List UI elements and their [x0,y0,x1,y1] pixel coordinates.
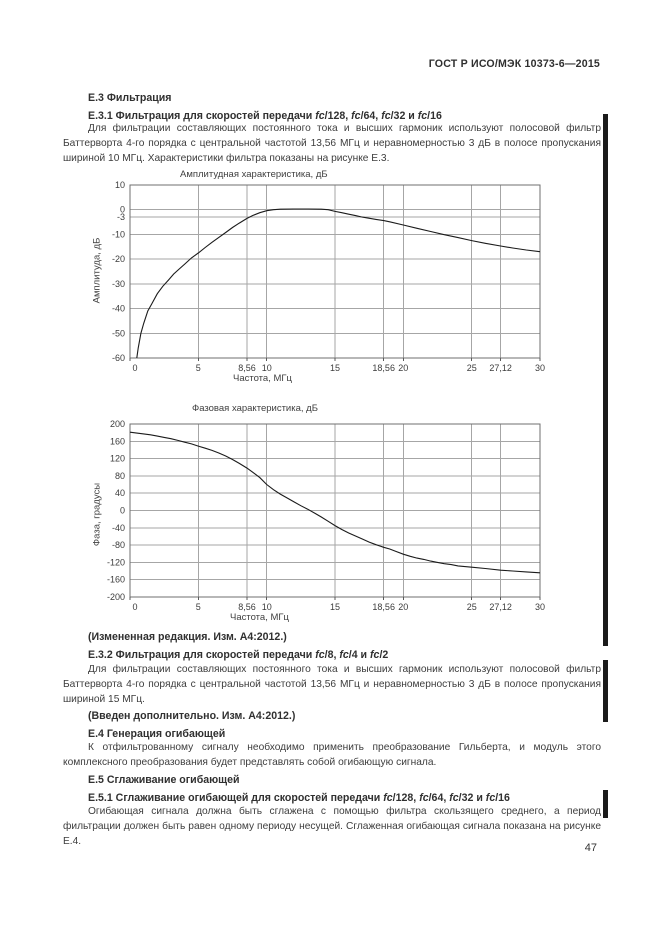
svg-text:-20: -20 [112,254,125,264]
axis-ticks [129,358,541,361]
section-e3-title: Е.3 Фильтрация [88,92,172,104]
svg-text:0: 0 [120,205,125,215]
amplitude-chart-title: Амплитудная характеристика, дБ [180,169,328,180]
svg-text:20: 20 [398,602,408,612]
section-e31-title: Е.3.1 Фильтрация для скоростей передачи … [88,110,442,122]
change-bar [603,114,608,646]
svg-text:-30: -30 [112,279,125,289]
svg-text:30: 30 [535,363,545,373]
svg-text:40: 40 [115,488,125,498]
svg-text:5: 5 [196,363,201,373]
phase-chart-plot: 0 5 8,56 10 15 18,56 20 25 27,12 30 200 160 120 80 40 0… [107,419,545,612]
section-e4-paragraph: К отфильтрованному сигналу необходимо пр… [63,742,601,768]
phase-x-axis-label: Частота, МГц [230,612,289,623]
svg-text:160: 160 [110,436,125,446]
standard-number-header: ГОСТ Р ИСО/МЭК 10373-6—2015 [428,58,600,70]
svg-text:80: 80 [115,471,125,481]
svg-text:8,56: 8,56 [238,602,256,612]
section-e31-paragraph: Для фильтрации составляющих постоянного … [63,123,601,164]
svg-text:-60: -60 [112,353,125,363]
section-e32-title: Е.3.2 Фильтрация для скоростей передачи … [88,649,389,661]
svg-text:120: 120 [110,454,125,464]
section-e4-title: Е.4 Генерация огибающей [88,728,226,740]
svg-text:0: 0 [132,602,137,612]
section-e32-paragraph: Для фильтрации составляющих постоянного … [63,664,601,705]
svg-text:15: 15 [330,602,340,612]
svg-text:10: 10 [262,363,272,373]
gridlines [129,423,541,598]
svg-text:0: 0 [132,363,137,373]
svg-text:8,56: 8,56 [238,363,256,373]
svg-text:-40: -40 [112,523,125,533]
svg-text:18,56: 18,56 [372,363,395,373]
svg-text:30: 30 [535,602,545,612]
svg-text:-3: -3 [117,212,125,222]
svg-text:-120: -120 [107,557,125,567]
filter-response-curve [129,431,541,574]
page-number: 47 [584,842,597,854]
change-bar [603,790,608,818]
amendment-note-1: (Измененная редакция. Изм. А4:2012.) [88,631,287,643]
svg-text:-40: -40 [112,304,125,314]
tick-labels: 0 5 8,56 10 15 18,56 20 25 27,12 30100-3-10-20-30… [112,180,545,373]
svg-text:27,12: 27,12 [489,602,512,612]
svg-text:5: 5 [196,602,201,612]
svg-text:-200: -200 [107,592,125,602]
svg-text:200: 200 [110,419,125,429]
svg-text:15: 15 [330,363,340,373]
svg-text:27,12: 27,12 [489,363,512,373]
amendment-note-2: (Введен дополнительно. Изм. А4:2012.) [88,710,296,722]
svg-text:20: 20 [398,363,408,373]
filter-response-curve [136,208,541,359]
section-e51-paragraph: Огибающая сигнала должна быть сглажена с… [63,806,601,847]
amplitude-x-axis-label: Частота, МГц [233,373,292,384]
svg-text:-160: -160 [107,575,125,585]
svg-text:18,56: 18,56 [372,602,395,612]
change-bar [603,660,608,722]
tick-labels: 0 5 8,56 10 15 18,56 20 25 27,12 30 200 160 120 80 40 0… [107,419,545,612]
svg-text:-50: -50 [112,328,125,338]
svg-text:-80: -80 [112,540,125,550]
svg-text:-10: -10 [112,229,125,239]
phase-chart-title: Фазовая характеристика, дБ [192,403,318,414]
svg-text:25: 25 [467,363,477,373]
section-e5-title: Е.5 Сглаживание огибающей [88,774,240,786]
section-e51-title: Е.5.1 Сглаживание огибающей для скоросте… [88,792,510,804]
svg-text:10: 10 [115,180,125,190]
svg-text:0: 0 [120,506,125,516]
amplitude-chart-plot: 0 5 8,56 10 15 18,56 20 25 27,12 30100-3-10-20-30… [112,180,545,373]
svg-text:10: 10 [262,602,272,612]
svg-text:25: 25 [467,602,477,612]
axis-ticks [129,597,541,600]
